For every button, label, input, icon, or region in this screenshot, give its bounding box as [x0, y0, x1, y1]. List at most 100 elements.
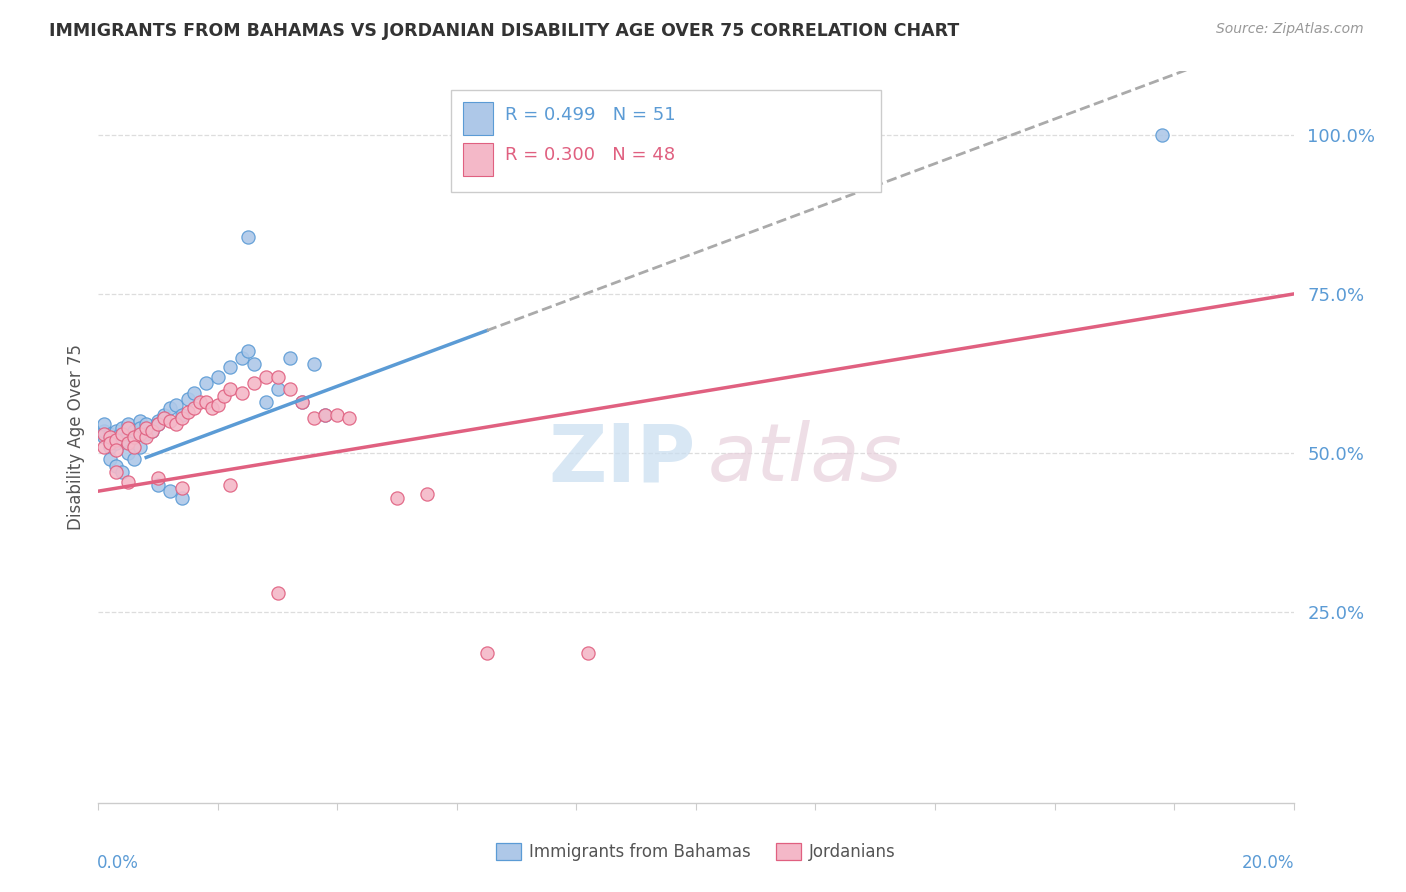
Point: [117, 475, 139, 489]
Point: [135, 417, 157, 432]
Point: [93, 426, 115, 441]
Point: [141, 424, 163, 438]
Text: ZIP: ZIP: [548, 420, 696, 498]
Point: [291, 395, 314, 409]
Point: [475, 646, 498, 660]
Point: [177, 404, 200, 418]
Point: [105, 434, 128, 448]
Point: [236, 229, 259, 244]
Point: [188, 395, 211, 409]
Point: [254, 395, 277, 409]
Point: [278, 351, 301, 365]
Point: [117, 446, 139, 460]
Point: [129, 440, 152, 454]
Point: [93, 424, 115, 438]
Point: [315, 408, 337, 422]
Point: [231, 385, 253, 400]
FancyBboxPatch shape: [463, 143, 494, 176]
Point: [117, 420, 139, 434]
Point: [339, 411, 361, 425]
Point: [111, 420, 134, 434]
Point: [219, 360, 242, 375]
Point: [302, 357, 325, 371]
Text: R = 0.499   N = 51: R = 0.499 N = 51: [505, 106, 675, 124]
Point: [243, 357, 266, 371]
Point: [212, 389, 235, 403]
Point: [183, 385, 205, 400]
Point: [159, 414, 181, 428]
Point: [148, 414, 170, 428]
Point: [129, 426, 152, 441]
Legend: Immigrants from Bahamas, Jordanians: Immigrants from Bahamas, Jordanians: [489, 836, 903, 868]
Text: atlas: atlas: [709, 420, 903, 498]
Text: R = 0.300   N = 48: R = 0.300 N = 48: [505, 146, 675, 164]
Text: Source: ZipAtlas.com: Source: ZipAtlas.com: [1216, 22, 1364, 37]
Point: [183, 401, 205, 416]
Point: [111, 434, 134, 448]
Point: [159, 484, 181, 499]
Point: [111, 426, 134, 441]
Point: [416, 487, 439, 501]
Text: 20.0%: 20.0%: [1243, 854, 1295, 872]
Point: [267, 383, 290, 397]
Point: [124, 430, 146, 444]
Point: [172, 481, 194, 495]
Text: IMMIGRANTS FROM BAHAMAS VS JORDANIAN DISABILITY AGE OVER 75 CORRELATION CHART: IMMIGRANTS FROM BAHAMAS VS JORDANIAN DIS…: [49, 22, 959, 40]
Point: [267, 369, 290, 384]
Point: [129, 420, 152, 434]
Point: [105, 458, 128, 473]
Point: [315, 408, 337, 422]
Point: [165, 417, 187, 432]
Point: [172, 411, 194, 425]
Point: [105, 442, 128, 457]
Point: [141, 424, 163, 438]
Point: [105, 430, 128, 444]
Point: [105, 465, 128, 479]
Point: [93, 417, 115, 432]
Point: [148, 417, 170, 432]
Point: [93, 440, 115, 454]
Point: [231, 351, 253, 365]
Point: [172, 408, 194, 422]
Text: 0.0%: 0.0%: [97, 854, 139, 872]
Point: [135, 420, 157, 434]
Point: [201, 401, 224, 416]
Point: [385, 491, 409, 505]
Point: [159, 401, 181, 416]
Point: [219, 383, 242, 397]
Point: [302, 411, 325, 425]
Point: [98, 436, 122, 450]
Point: [135, 426, 157, 441]
Point: [326, 408, 349, 422]
Point: [124, 452, 146, 467]
Point: [207, 369, 229, 384]
Point: [105, 436, 128, 450]
Point: [135, 430, 157, 444]
Point: [98, 426, 122, 441]
Point: [219, 477, 242, 491]
Point: [93, 430, 115, 444]
Point: [153, 411, 176, 425]
Point: [117, 436, 139, 450]
Point: [578, 646, 600, 660]
Point: [98, 434, 122, 448]
Point: [124, 440, 146, 454]
Point: [117, 426, 139, 441]
Point: [148, 417, 170, 432]
Point: [278, 383, 301, 397]
FancyBboxPatch shape: [463, 103, 494, 136]
Point: [207, 398, 229, 412]
Point: [105, 424, 128, 438]
Point: [98, 440, 122, 454]
Point: [236, 344, 259, 359]
Point: [148, 471, 170, 485]
Point: [153, 408, 176, 422]
Point: [1152, 128, 1174, 142]
Point: [267, 586, 290, 600]
Point: [195, 395, 218, 409]
Point: [177, 392, 200, 406]
Point: [129, 414, 152, 428]
FancyBboxPatch shape: [451, 90, 882, 192]
Point: [165, 398, 187, 412]
Point: [291, 395, 314, 409]
